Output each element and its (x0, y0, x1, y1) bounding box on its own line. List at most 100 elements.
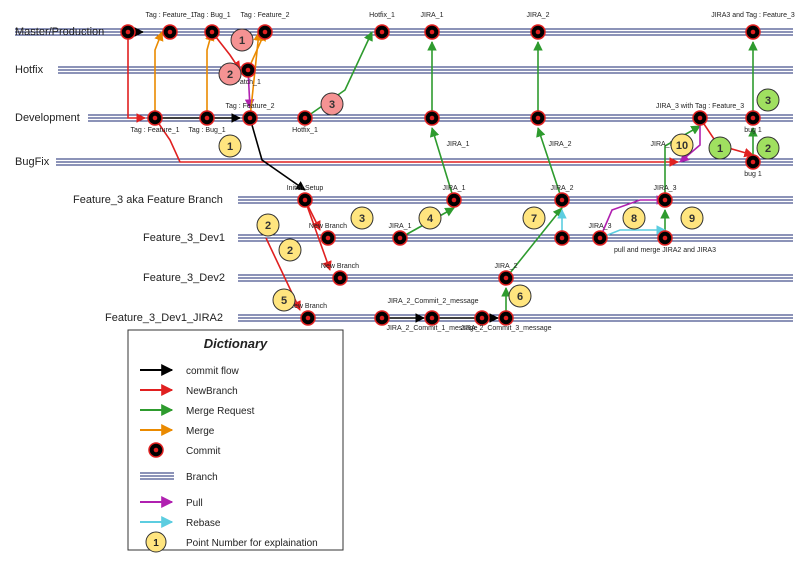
commit-dot-hotfix-8 (246, 68, 251, 73)
point-num-5: 2 (287, 245, 293, 257)
extra-label-2: JIRA_3 (651, 141, 674, 148)
commit-dot-dev-11 (248, 116, 253, 121)
commit-dot-master-4 (380, 30, 385, 35)
commit-dot-f3j2-30 (380, 316, 385, 321)
point-num-3: 1 (227, 141, 233, 153)
point-num-12: 9 (689, 213, 695, 225)
legend-box (128, 330, 343, 550)
commit-dot-f3j2-32 (480, 316, 485, 321)
commit-dot-f3-21 (663, 198, 668, 203)
lane-label-master: Master/Production (15, 26, 104, 38)
commit-dot-f3d1-25 (598, 236, 603, 241)
commit-label-f3-19: JIRA_1 (443, 185, 466, 192)
extra-label-0: JIRA_1 (447, 141, 470, 148)
lane-label-f3: Feature_3 aka Feature Branch (73, 194, 223, 206)
arrow-32 (600, 230, 665, 238)
arrow-1 (155, 32, 162, 118)
commit-dot-f3-19 (452, 198, 457, 203)
commit-dot-master-2 (210, 30, 215, 35)
legend-label-3: Merge (186, 426, 215, 437)
legend-label-4: Commit (186, 446, 221, 457)
commit-dot-dev-13 (430, 116, 435, 121)
commit-label-master-7: JIRA3 and Tag : Feature_3 (711, 12, 795, 19)
commit-label-dev-9: Tag : Feature_1 (130, 127, 179, 134)
point-num-8: 5 (281, 295, 287, 307)
legend-label-8: Point Number for explaination (186, 538, 318, 549)
commit-label-dev-12: Hotfix_1 (292, 127, 318, 134)
commit-label-master-4: Hotfix_1 (369, 12, 395, 19)
commit-label-f3d2-28: JIRA_2 (495, 263, 518, 270)
commit-dot-f3j2-31 (430, 316, 435, 321)
commit-dot-f3d1-24 (560, 236, 565, 241)
commit-dot-f3j2-33 (504, 316, 509, 321)
commit-label-f3d1-22: New Branch (309, 223, 347, 230)
commit-dot-master-3 (263, 30, 268, 35)
extra-label-3: JIRA_2_Commit_2_message (387, 298, 478, 305)
point-num-1: 2 (227, 69, 233, 81)
commit-dot-f3d1-23 (398, 236, 403, 241)
commit-dot-f3d1-22 (326, 236, 331, 241)
arrow-2 (207, 32, 212, 118)
commit-dot-master-0 (126, 30, 131, 35)
commit-label-f3d1-26: pull and merge JIRA2 and JIRA3 (614, 247, 716, 254)
commit-dot-dev-15 (698, 116, 703, 121)
commit-dot-dev-10 (205, 116, 210, 121)
lane-label-hotfix: Hotfix (15, 64, 44, 76)
point-num-16: 3 (765, 95, 771, 107)
commit-label-master-3: Tag : Feature_2 (240, 12, 289, 19)
legend-label-7: Rebase (186, 518, 221, 529)
commit-dot-f3-20 (560, 198, 565, 203)
commit-label-dev-10: Tag : Bug_1 (188, 127, 225, 134)
legend-label-0: commit flow (186, 366, 240, 377)
commit-dot-dev-14 (536, 116, 541, 121)
commit-label-master-5: JIRA_1 (421, 12, 444, 19)
arrow-0 (128, 32, 145, 118)
commit-label-f3d1-25: JIRA_3 (589, 223, 612, 230)
legend-label-1: NewBranch (186, 386, 238, 397)
lane-label-f3d1: Feature_3_Dev1 (143, 232, 225, 244)
commit-dot-f3d2-28 (504, 276, 509, 281)
commit-dot-bugfix-17 (751, 160, 756, 165)
lane-label-bugfix: BugFix (15, 156, 50, 168)
point-num-4: 2 (265, 220, 271, 232)
commit-label-f3d1-23: JIRA_1 (389, 223, 412, 230)
commit-label-master-6: JIRA_2 (527, 12, 550, 19)
point-num-13: 10 (676, 140, 688, 152)
legend-point-num: 1 (153, 538, 159, 549)
commit-dot-master-7 (751, 30, 756, 35)
lane-label-f3j2: Feature_3_Dev1_JIRA2 (105, 312, 223, 324)
commit-label-f3-21: JIRA_3 (654, 185, 677, 192)
legend-label-6: Pull (186, 498, 203, 509)
point-num-0: 1 (239, 35, 245, 47)
point-num-11: 8 (631, 213, 637, 225)
extra-label-1: JIRA_2 (549, 141, 572, 148)
point-num-10: 7 (531, 213, 537, 225)
point-num-6: 3 (359, 213, 365, 225)
commit-dot-f3d1-26 (663, 236, 668, 241)
commit-label-dev-16: bug 1 (744, 127, 762, 134)
commit-label-f3-20: JIRA_2 (551, 185, 574, 192)
point-num-9: 6 (517, 291, 523, 303)
legend-title: Dictionary (204, 336, 268, 351)
commit-dot-dev-12 (303, 116, 308, 121)
commit-dot-master-1 (168, 30, 173, 35)
commit-dot-f3d2-27 (338, 276, 343, 281)
commit-dot-dev-9 (153, 116, 158, 121)
commit-dot-master-5 (430, 30, 435, 35)
commit-dot-dev-16 (751, 116, 756, 121)
point-num-15: 2 (765, 143, 771, 155)
legend-commit-dot (154, 448, 159, 453)
legend-label-5: Branch (186, 472, 218, 483)
commit-label-master-2: Tag : Bug_1 (193, 12, 230, 19)
commit-label-master-1: Tag : Feature_1 (145, 12, 194, 19)
commit-label-f3j2-33: JIRA_2_Commit_3_message (460, 325, 551, 332)
commit-dot-f3j2-29 (306, 316, 311, 321)
lane-label-f3d2: Feature_3_Dev2 (143, 272, 225, 284)
commit-label-dev-11: Tag : Feature_2 (225, 103, 274, 110)
legend-label-2: Merge Request (186, 406, 255, 417)
point-num-14: 1 (717, 143, 723, 155)
commit-label-bugfix-17: bug 1 (744, 171, 762, 178)
commit-dot-f3-18 (303, 198, 308, 203)
commit-label-dev-15: JIRA_3 with Tag : Feature_3 (656, 103, 744, 110)
commit-label-f3d2-27: New Branch (321, 263, 359, 270)
